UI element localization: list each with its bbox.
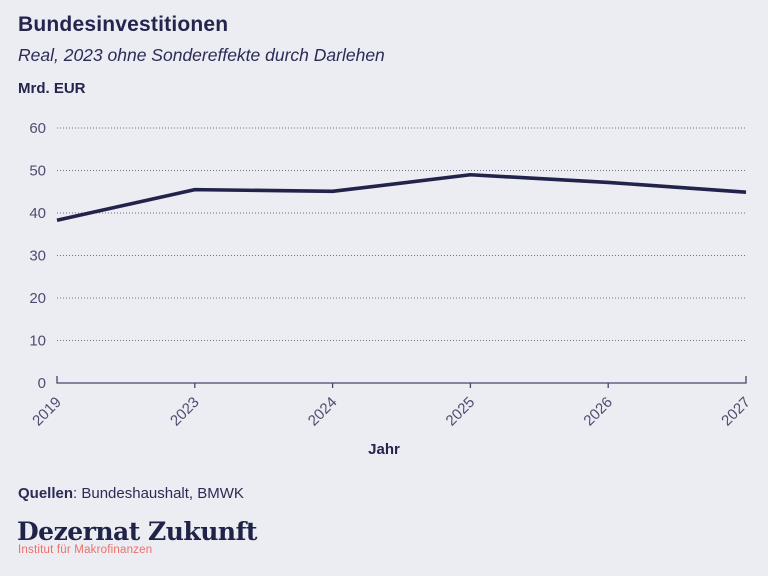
x-tick-label: 2025: [443, 394, 479, 430]
chart-title: Bundesinvestitionen: [18, 13, 229, 36]
line-chart: 0 10 20 30 40 50 60 2019 2023 2024 2025 2026 2027: [29, 120, 754, 430]
chart-subtitle: Real, 2023 ohne Sondereffekte durch Darl…: [18, 45, 385, 65]
x-tick-label: 2026: [580, 394, 616, 430]
logo-wordmark: Dezernat Zukunft: [17, 517, 257, 546]
x-tick-label: 2024: [305, 394, 341, 430]
x-axis-title: Jahr: [368, 441, 400, 458]
logo-subtitle: Institut für Makrofinanzen: [18, 544, 153, 556]
sources-line: Quellen: Bundeshaushalt, BMWK: [18, 485, 244, 502]
x-tick-label: 2027: [718, 394, 754, 430]
y-tick-label: 0: [38, 375, 46, 392]
y-tick-label: 60: [29, 120, 46, 137]
y-tick-label: 40: [29, 205, 46, 222]
x-tick-label: 2019: [29, 394, 65, 430]
sources-label: Quellen: [18, 485, 74, 502]
y-tick-label: 20: [29, 290, 46, 307]
x-axis-line: [56, 376, 747, 384]
y-tick-label: 10: [29, 333, 46, 350]
y-tick-label: 30: [29, 248, 46, 265]
y-axis-unit-label: Mrd. EUR: [18, 80, 86, 97]
x-tick-label: 2023: [167, 394, 203, 430]
sources-text: : Bundeshaushalt, BMWK: [73, 485, 244, 502]
y-tick-label: 50: [29, 163, 46, 180]
data-line: [56, 172, 747, 222]
